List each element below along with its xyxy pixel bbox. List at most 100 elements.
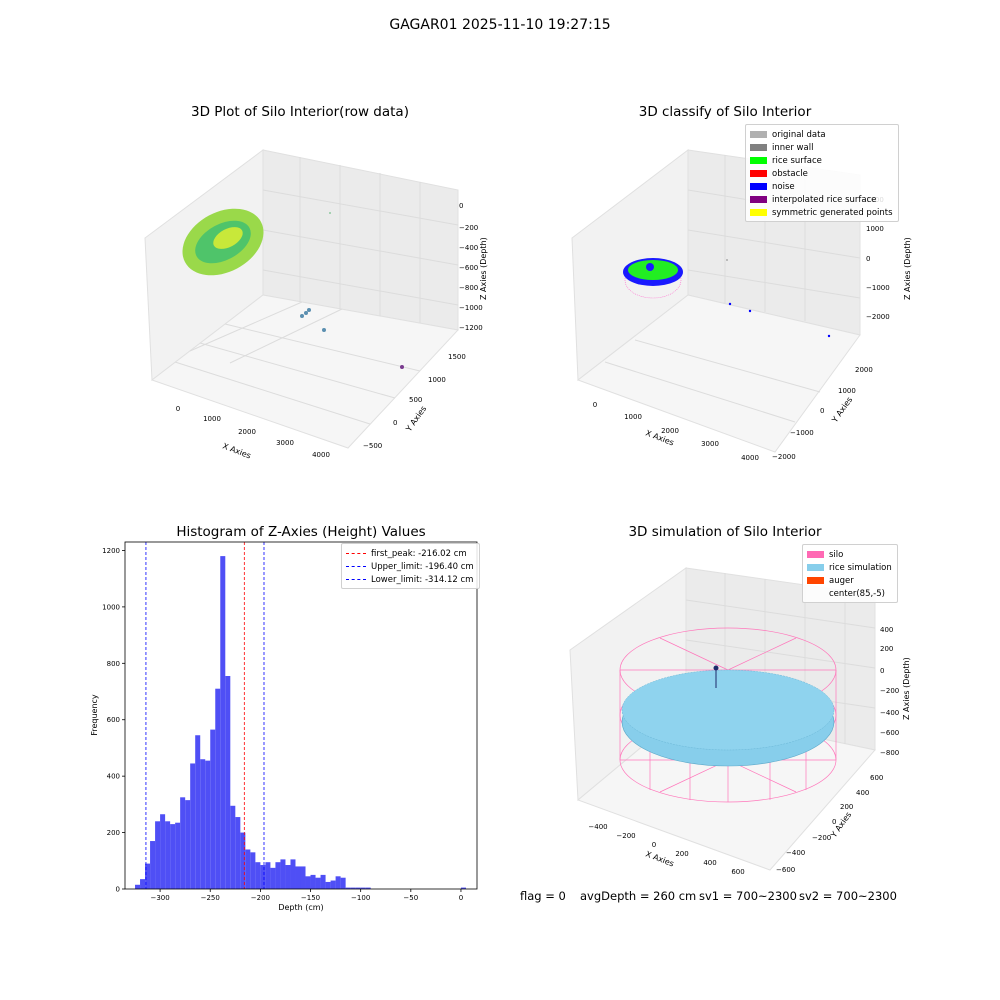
histogram-bar <box>205 760 211 889</box>
flag-text: flag = 0 <box>520 889 566 903</box>
x-tick-label: −300 <box>150 894 169 902</box>
legend-swatch <box>807 590 824 597</box>
z-tick: −400 <box>459 244 478 252</box>
x-tick: 1000 <box>203 415 221 423</box>
legend-item: rice simulation <box>807 561 892 574</box>
histogram-bar <box>190 763 196 889</box>
panel-4-title: 3D simulation of Silo Interior <box>628 524 822 540</box>
rice-simulation-surface <box>621 669 835 767</box>
x-tick: 4000 <box>741 454 759 462</box>
histogram-bar <box>175 822 181 889</box>
x-tick: 200 <box>675 850 688 858</box>
x-tick: 3000 <box>276 439 294 447</box>
grid-lines <box>685 573 876 744</box>
legend-swatch <box>346 553 366 554</box>
y-tick: −200 <box>812 834 831 842</box>
y-tick-label: 1200 <box>102 547 120 555</box>
legend-item: Lower_limit: -314.12 cm <box>346 573 474 586</box>
legend-item: obstacle <box>750 167 893 180</box>
histogram-bar <box>300 866 306 889</box>
z-tick: 200 <box>880 645 893 653</box>
histogram-bar <box>260 865 266 889</box>
z-tick: −200 <box>459 224 478 232</box>
y-tick-label: 1000 <box>102 603 120 611</box>
legend-item: auger <box>807 574 892 587</box>
y-tick: 200 <box>840 803 853 811</box>
x-tick-label: −250 <box>201 894 220 902</box>
legend-swatch <box>750 183 767 190</box>
histogram-bar <box>325 881 331 889</box>
y-tick: 1500 <box>448 353 466 361</box>
z-tick: 1000 <box>866 225 884 233</box>
x-tick: 0 <box>652 841 656 849</box>
histogram-bar <box>280 859 286 889</box>
legend-swatch <box>750 144 767 151</box>
legend-label: Upper_limit: -196.40 cm <box>371 561 474 572</box>
auger <box>713 665 719 688</box>
histogram-bar <box>170 824 176 889</box>
legend-label: original data <box>772 129 826 140</box>
z-tick: −600 <box>880 729 899 737</box>
histogram-bar <box>225 676 231 889</box>
y-tick-label: 600 <box>107 716 120 724</box>
legend-item: center(85,-5) <box>807 587 892 600</box>
histogram-bar <box>185 800 191 889</box>
histogram-bar <box>155 821 161 889</box>
histogram-bar <box>340 877 346 889</box>
y-tick-label: 200 <box>107 829 120 837</box>
z-tick: 400 <box>880 626 893 634</box>
simulation-3d-plot: −400 −200 0 200 400 600 X Axies −600 −40… <box>569 567 911 876</box>
legend-item: noise <box>750 180 893 193</box>
histogram-bar <box>335 876 341 889</box>
y-tick: −500 <box>363 442 382 450</box>
x-tick: 600 <box>731 868 744 876</box>
y-tick: 600 <box>870 774 883 782</box>
histogram-bar <box>460 887 466 889</box>
histogram-bar <box>195 735 201 889</box>
legend-label: obstacle <box>772 168 808 179</box>
x-tick-label: 0 <box>459 894 463 902</box>
x-tick-label: −50 <box>403 894 418 902</box>
y-tick: 1000 <box>838 387 856 395</box>
classify-legend: original data inner wall rice surface ob… <box>745 124 899 222</box>
histogram-bar <box>160 814 166 889</box>
z-tick: −800 <box>459 284 478 292</box>
z-tick: −1000 <box>459 304 483 312</box>
histogram-plot-area: −300 −250 −200 −150 −100 −50 0 0 200 400 600 800 100… <box>102 541 478 902</box>
classified-points <box>623 258 831 338</box>
y-tick-label: 800 <box>107 660 120 668</box>
sv2-text: sv2 = 700~2300 <box>799 889 897 903</box>
legend-swatch <box>750 196 767 203</box>
sv1-text: sv1 = 700~2300 <box>699 889 797 903</box>
histogram-bar <box>165 821 171 889</box>
x-tick: 0 <box>176 405 180 413</box>
x-tick: 400 <box>703 859 716 867</box>
y-tick-label: 400 <box>107 773 120 781</box>
x-tick: 0 <box>593 401 597 409</box>
legend-label: symmetric generated points <box>772 207 893 218</box>
histogram-bar <box>215 688 221 889</box>
histogram-bar <box>305 876 311 889</box>
histogram-bar <box>210 729 216 889</box>
x-tick: −200 <box>616 832 635 840</box>
floor-pane <box>150 294 459 449</box>
panel-2-title: 3D classify of Silo Interior <box>638 104 812 120</box>
z-tick: −2000 <box>866 313 890 321</box>
histogram-bar <box>145 863 151 889</box>
floor-pane <box>576 294 861 453</box>
x-axis-label: X Axies <box>644 849 675 868</box>
histogram-bar <box>315 877 321 889</box>
y-tick: 0 <box>820 407 824 415</box>
z-tick: −400 <box>880 709 899 717</box>
histogram-bar <box>275 862 281 889</box>
z-tick: −200 <box>880 687 899 695</box>
legend-item: rice surface <box>750 154 893 167</box>
x-tick: −400 <box>588 823 607 831</box>
legend-item: symmetric generated points <box>750 206 893 219</box>
legend-label: rice surface <box>772 155 822 166</box>
histogram-bar <box>180 797 186 889</box>
legend-label: inner wall <box>772 142 814 153</box>
legend-label: rice simulation <box>829 562 892 573</box>
histogram-bar <box>320 874 326 889</box>
legend-swatch <box>750 209 767 216</box>
